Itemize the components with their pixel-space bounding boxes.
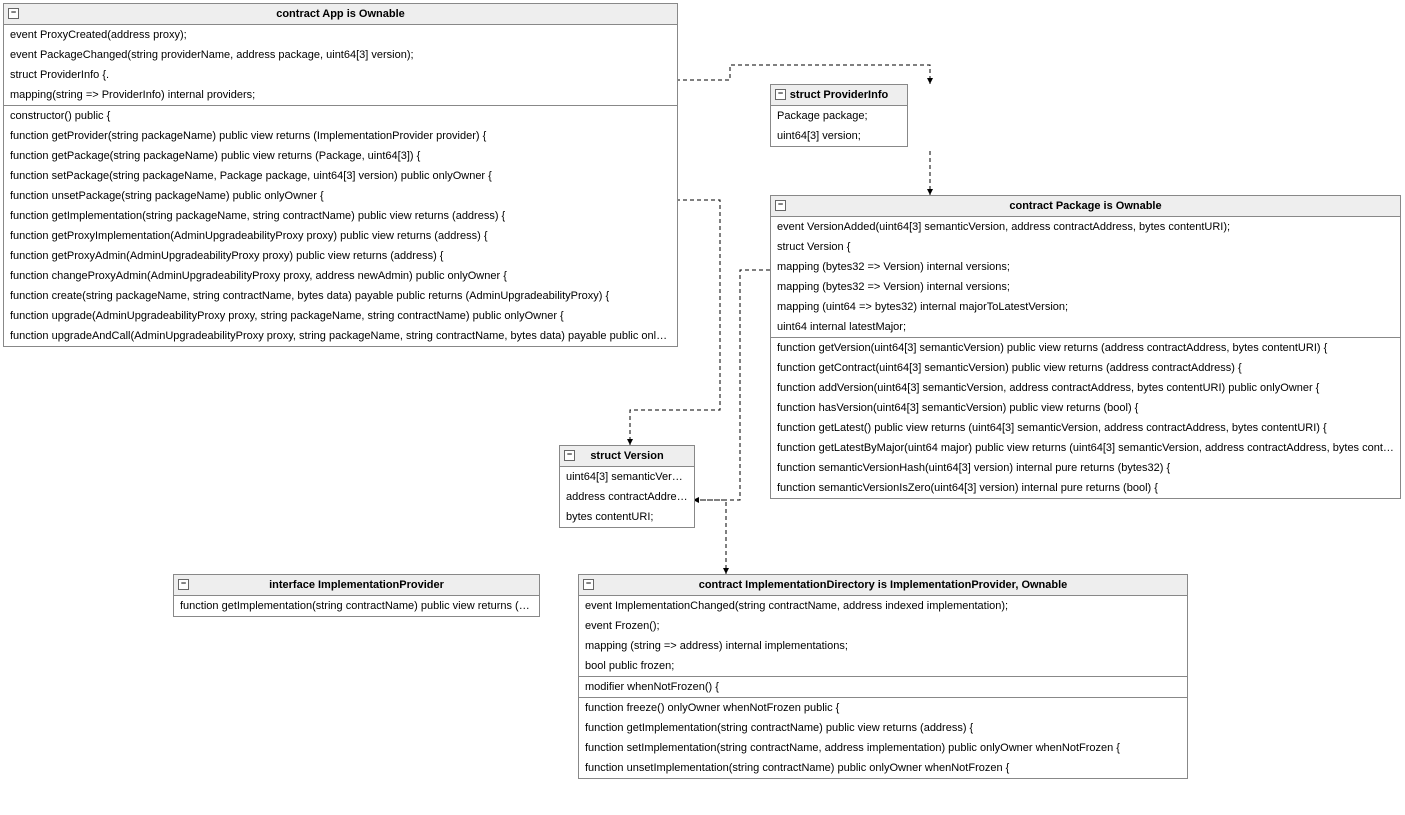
uml-row: event ProxyCreated(address proxy); [4, 25, 677, 45]
uml-box-title: contract ImplementationDirectory is Impl… [699, 579, 1068, 591]
uml-row: event ImplementationChanged(string contr… [579, 596, 1187, 616]
connector-version_bot [693, 500, 726, 574]
uml-row: function semanticVersionHash(uint64[3] v… [771, 458, 1400, 478]
uml-box-providerInfo: −struct ProviderInfoPackage package;uint… [770, 84, 908, 147]
uml-row: struct ProviderInfo {. [4, 65, 677, 85]
uml-row: event Frozen(); [579, 616, 1187, 636]
uml-box-title: struct Version [590, 450, 663, 462]
uml-row: function unsetImplementation(string cont… [579, 758, 1187, 778]
uml-row: function getPackage(string packageName) … [4, 146, 677, 166]
uml-box-package: − contract Package is Ownable event Versio… [770, 195, 1401, 499]
uml-box-header: − contract App is Ownable [4, 4, 677, 25]
uml-row: function getImplementation(string packag… [4, 206, 677, 226]
uml-row: function setPackage(string packageName, … [4, 166, 677, 186]
uml-row: function hasVersion(uint64[3] semanticVe… [771, 398, 1400, 418]
uml-row: function getProvider(string packageName)… [4, 126, 677, 146]
uml-row: function freeze() onlyOwner whenNotFroze… [579, 698, 1187, 718]
uml-box-title: interface ImplementationProvider [269, 579, 444, 591]
uml-row: function create(string packageName, stri… [4, 286, 677, 306]
uml-row: struct Version { [771, 237, 1400, 257]
uml-box-header: − contract Package is Ownable [771, 196, 1400, 217]
uml-row: Package package; [771, 106, 907, 126]
uml-row: constructor() public { [4, 106, 677, 126]
uml-row: function getProxyImplementation(AdminUpg… [4, 226, 677, 246]
uml-row: mapping (bytes32 => Version) internal ve… [771, 257, 1400, 277]
uml-row: function getImplementation(string contra… [174, 596, 539, 616]
connector-package_left [693, 270, 770, 500]
uml-box-title: contract Package is Ownable [1009, 200, 1161, 212]
uml-box-title: contract App is Ownable [276, 8, 405, 20]
uml-row: function changeProxyAdmin(AdminUpgradeab… [4, 266, 677, 286]
uml-box-implProvider: − interface ImplementationProvider functio… [173, 574, 540, 617]
uml-box-header: − interface ImplementationProvider [174, 575, 539, 596]
uml-box-header: −struct ProviderInfo [771, 85, 907, 106]
uml-row: function getImplementation(string contra… [579, 718, 1187, 738]
uml-box-version: − struct Version uint64[3] semanticVersion… [559, 445, 695, 528]
uml-row: event VersionAdded(uint64[3] semanticVer… [771, 217, 1400, 237]
uml-row: bytes contentURI; [560, 507, 694, 527]
uml-row: function upgrade(AdminUpgradeabilityProx… [4, 306, 677, 326]
collapse-icon[interactable]: − [775, 89, 786, 100]
uml-box-title: struct ProviderInfo [790, 89, 888, 101]
uml-row: function semanticVersionIsZero(uint64[3]… [771, 478, 1400, 498]
uml-row: mapping (bytes32 => Version) internal ve… [771, 277, 1400, 297]
collapse-icon[interactable]: − [8, 8, 19, 19]
uml-box-app: − contract App is Ownable event ProxyCreat… [3, 3, 678, 347]
uml-row: uint64[3] version; [771, 126, 907, 146]
uml-row: function upgradeAndCall(AdminUpgradeabil… [4, 326, 677, 346]
uml-row: modifier whenNotFrozen() { [579, 677, 1187, 697]
collapse-icon[interactable]: − [775, 200, 786, 211]
uml-row: function setImplementation(string contra… [579, 738, 1187, 758]
uml-row: function getContract(uint64[3] semanticV… [771, 358, 1400, 378]
uml-row: uint64 internal latestMajor; [771, 317, 1400, 337]
uml-box-implDirectory: − contract ImplementationDirectory is Imp… [578, 574, 1188, 779]
uml-row: function addVersion(uint64[3] semanticVe… [771, 378, 1400, 398]
collapse-icon[interactable]: − [178, 579, 189, 590]
uml-box-header: − contract ImplementationDirectory is Imp… [579, 575, 1187, 596]
uml-row: mapping (uint64 => bytes32) internal maj… [771, 297, 1400, 317]
uml-row: function unsetPackage(string packageName… [4, 186, 677, 206]
uml-row: bool public frozen; [579, 656, 1187, 676]
collapse-icon[interactable]: − [583, 579, 594, 590]
uml-row: address contractAddress; [560, 487, 694, 507]
uml-row: function getVersion(uint64[3] semanticVe… [771, 338, 1400, 358]
uml-row: uint64[3] semanticVersion; [560, 467, 694, 487]
uml-row: mapping (string => address) internal imp… [579, 636, 1187, 656]
uml-row: mapping(string => ProviderInfo) internal… [4, 85, 677, 105]
collapse-icon[interactable]: − [564, 450, 575, 461]
uml-row: function getLatest() public view returns… [771, 418, 1400, 438]
uml-box-header: − struct Version [560, 446, 694, 467]
uml-row: function getProxyAdmin(AdminUpgradeabili… [4, 246, 677, 266]
uml-row: event PackageChanged(string providerName… [4, 45, 677, 65]
connector-app_right_top [676, 65, 930, 84]
uml-row: function getLatestByMajor(uint64 major) … [771, 438, 1400, 458]
